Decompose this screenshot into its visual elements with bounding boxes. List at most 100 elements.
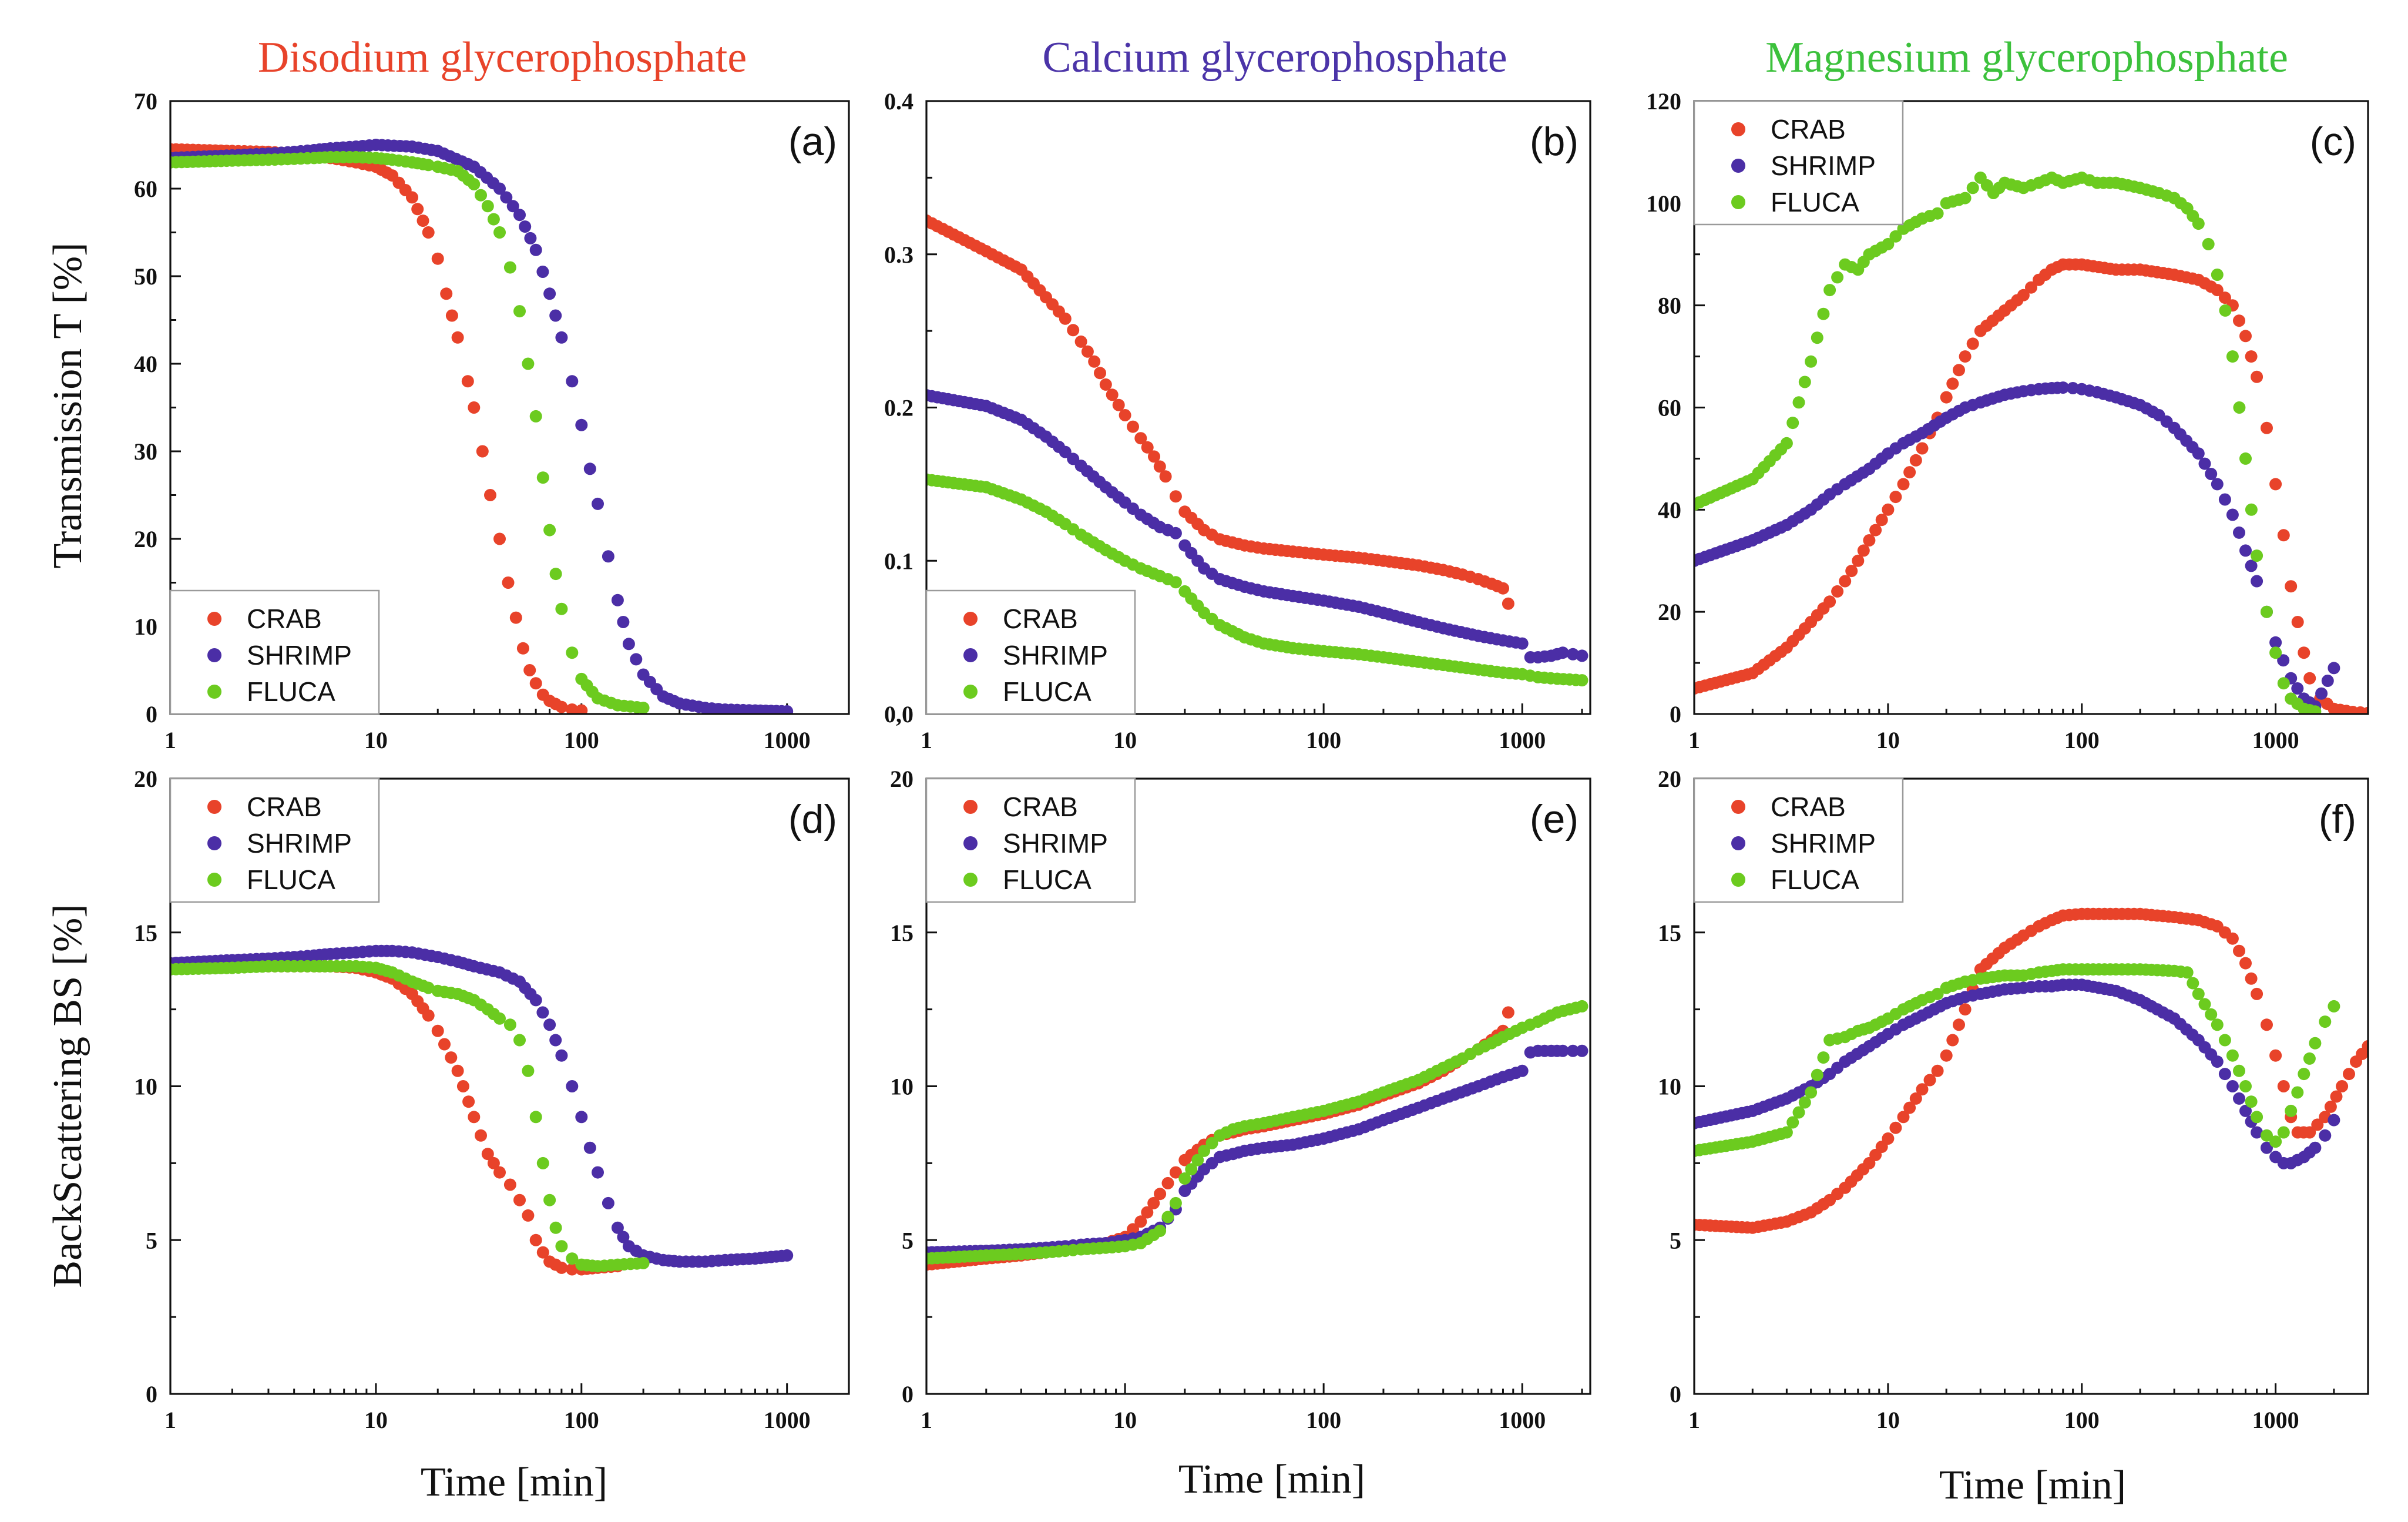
data-point [468, 178, 481, 190]
y-tick-label: 10 [890, 1074, 914, 1100]
legend-label: FLUCA [247, 864, 335, 895]
data-point [2233, 944, 2245, 957]
data-point [583, 462, 596, 475]
data-point [2226, 1080, 2239, 1092]
y-tick-label: 20 [1658, 599, 1681, 625]
data-point [2233, 1064, 2245, 1077]
data-point [1869, 524, 1882, 537]
data-point [1889, 230, 1902, 243]
data-point [1959, 192, 1972, 205]
data-point [2319, 1129, 2332, 1142]
data-point [422, 981, 435, 994]
legend-box [1693, 777, 1904, 903]
data-point [2269, 1049, 2282, 1062]
data-point [1811, 1068, 1823, 1081]
legend-marker [1731, 800, 1745, 814]
legend-label: SHRIMP [1771, 828, 1876, 859]
data-point [1502, 1006, 1514, 1019]
panel-label: (f) [2319, 797, 2356, 842]
x-tick-label: 1 [1688, 727, 1700, 753]
data-point [1198, 1144, 1211, 1157]
data-point [1576, 1000, 1588, 1013]
y-axis-title-backscattering: BackScattering BS [%] [45, 904, 90, 1288]
data-point [2198, 998, 2211, 1011]
data-point [2328, 1000, 2340, 1013]
data-point [503, 261, 516, 274]
data-point [2269, 1135, 2282, 1148]
column-title-magnesium: Magnesium glycerophosphate [1765, 33, 2288, 82]
x-tick-label: 100 [2064, 727, 2100, 753]
data-point [513, 1034, 526, 1047]
data-point [468, 1111, 481, 1124]
data-point [2211, 1018, 2224, 1031]
series-fluca [170, 150, 650, 714]
data-point [1953, 1018, 1965, 1031]
data-point [2328, 662, 2340, 675]
data-point [566, 375, 579, 388]
data-point [1576, 674, 1588, 687]
data-point [2226, 508, 2239, 521]
data-point [493, 226, 506, 239]
data-point [509, 611, 522, 624]
data-point [1191, 1154, 1204, 1166]
data-point [411, 203, 424, 216]
data-point [543, 1194, 556, 1206]
data-point [1780, 1126, 1793, 1139]
y-tick-label: 15 [1658, 920, 1681, 946]
data-point [2251, 549, 2263, 562]
legend-marker [963, 873, 978, 887]
data-point [2226, 350, 2239, 363]
data-point [524, 232, 537, 244]
y-tick-label: 50 [134, 263, 157, 290]
panel-d: 1 10 100 1000 0 5 10 15 20 (d) CRAB SHRIMP FLUCA [134, 766, 850, 1433]
data-point [2219, 304, 2232, 317]
data-point [1889, 1121, 1902, 1134]
data-point [2277, 1080, 2290, 1092]
data-point [1067, 324, 1080, 337]
data-point [1576, 649, 1588, 662]
data-point [2285, 580, 2298, 593]
data-point [481, 200, 494, 213]
data-point [555, 1049, 568, 1062]
data-point [1567, 1044, 1579, 1057]
data-point [406, 191, 418, 204]
data-point [516, 642, 529, 655]
y-tick-label: 15 [890, 920, 914, 946]
data-point [1178, 1172, 1191, 1185]
data-point [611, 1221, 624, 1234]
y-tick-label: 120 [1646, 88, 1681, 115]
data-point [456, 1080, 469, 1092]
data-point [1953, 364, 1965, 377]
data-point [2261, 1141, 2273, 1154]
data-point [529, 243, 542, 256]
data-point [1897, 1111, 1910, 1124]
x-tick-label: 1000 [1499, 727, 1546, 753]
data-point [630, 653, 643, 666]
panel-b: 1 10 100 1000 0,0 0.1 0.2 0.3 0.4 (b) CRAB SHRIMP FL… [884, 88, 1591, 753]
data-point [2239, 330, 2252, 343]
data-point [2239, 1080, 2252, 1092]
data-point [2291, 616, 2304, 628]
data-point [566, 1263, 579, 1276]
x-axis-title-b: Time [min] [1178, 1457, 1365, 1502]
data-point [2330, 1090, 2343, 1103]
data-point [431, 252, 444, 265]
data-point [2211, 1055, 2224, 1068]
data-point [617, 1231, 630, 1243]
data-point [1831, 271, 1844, 284]
legend-box [169, 777, 380, 903]
column-title-calcium: Calcium glycerophosphate [1042, 33, 1507, 82]
data-point [513, 209, 526, 222]
data-point [1786, 417, 1799, 430]
series-fluca [1694, 963, 2340, 1157]
y-tick-label: 0 [1670, 701, 1681, 728]
data-point [2291, 682, 2304, 695]
x-tick-label: 10 [364, 1407, 388, 1433]
data-point [536, 1006, 549, 1019]
data-point [500, 191, 513, 204]
data-point [2192, 217, 2205, 230]
data-point [1946, 377, 1959, 390]
data-point [2239, 544, 2252, 557]
data-point [549, 1221, 562, 1234]
panel-label: (b) [1530, 119, 1579, 164]
